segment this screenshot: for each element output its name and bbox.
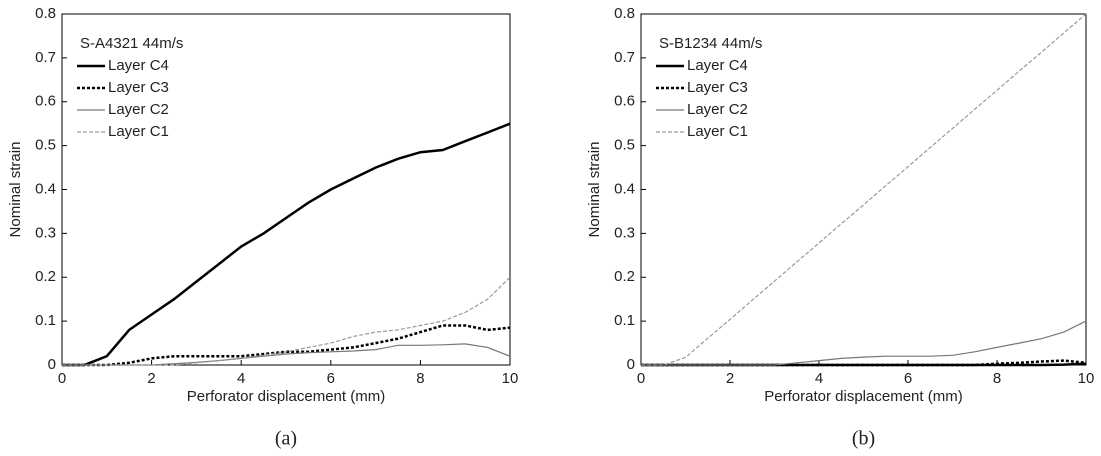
legend-label: Layer C1 [108, 123, 169, 140]
legend-title: S-A4321 44m/s [80, 35, 183, 52]
caption: (a) [275, 428, 297, 450]
legend-label: Layer C4 [108, 57, 169, 74]
y-tick-label: 0.3 [35, 224, 56, 241]
y-tick-label: 0.6 [35, 93, 56, 110]
x-tick-label: 6 [904, 370, 912, 387]
y-tick-label: 0.3 [614, 224, 635, 241]
y-axis-label: Nominal strain [586, 142, 603, 238]
x-tick-label: 0 [637, 370, 645, 387]
y-axis-label: Nominal strain [7, 142, 24, 238]
series-line [62, 324, 511, 367]
x-tick-label: 4 [815, 370, 823, 387]
series-line [62, 276, 511, 366]
legend-label: Layer C3 [687, 79, 748, 96]
legend-label: Layer C2 [687, 101, 748, 118]
legend-label: Layer C4 [687, 57, 748, 74]
y-tick-label: 0.8 [614, 5, 635, 22]
y-tick-label: 0.1 [35, 312, 56, 329]
y-tick-label: 0.5 [35, 137, 56, 154]
y-tick-label: 0.6 [614, 93, 635, 110]
y-tick-label: 0.2 [35, 268, 56, 285]
x-axis-label: Perforator displacement (mm) [187, 388, 385, 405]
y-tick-label: 0.5 [614, 137, 635, 154]
caption: (b) [852, 428, 875, 450]
series-line [641, 320, 1087, 366]
y-tick-label: 0.8 [35, 5, 56, 22]
x-tick-label: 8 [993, 370, 1001, 387]
x-tick-label: 4 [237, 370, 245, 387]
x-tick-label: 0 [58, 370, 66, 387]
y-tick-label: 0 [627, 356, 635, 373]
legend-title: S-B1234 44m/s [659, 35, 762, 52]
legend-label: Layer C1 [687, 123, 748, 140]
x-tick-label: 6 [327, 370, 335, 387]
x-tick-label: 10 [502, 370, 519, 387]
y-tick-label: 0.1 [614, 312, 635, 329]
series-line [641, 13, 1087, 366]
y-tick-label: 0.2 [614, 268, 635, 285]
y-tick-label: 0.4 [614, 180, 635, 197]
x-tick-label: 2 [726, 370, 734, 387]
legend-label: Layer C2 [108, 101, 169, 118]
y-tick-label: 0 [48, 356, 56, 373]
y-tick-label: 0.4 [35, 180, 56, 197]
legend-label: Layer C3 [108, 79, 169, 96]
x-tick-label: 2 [147, 370, 155, 387]
x-tick-label: 10 [1078, 370, 1095, 387]
x-tick-label: 8 [416, 370, 424, 387]
y-tick-label: 0.7 [614, 49, 635, 66]
series-line [62, 122, 511, 367]
series-line [641, 359, 1087, 367]
y-tick-label: 0.7 [35, 49, 56, 66]
x-axis-label: Perforator displacement (mm) [764, 388, 962, 405]
